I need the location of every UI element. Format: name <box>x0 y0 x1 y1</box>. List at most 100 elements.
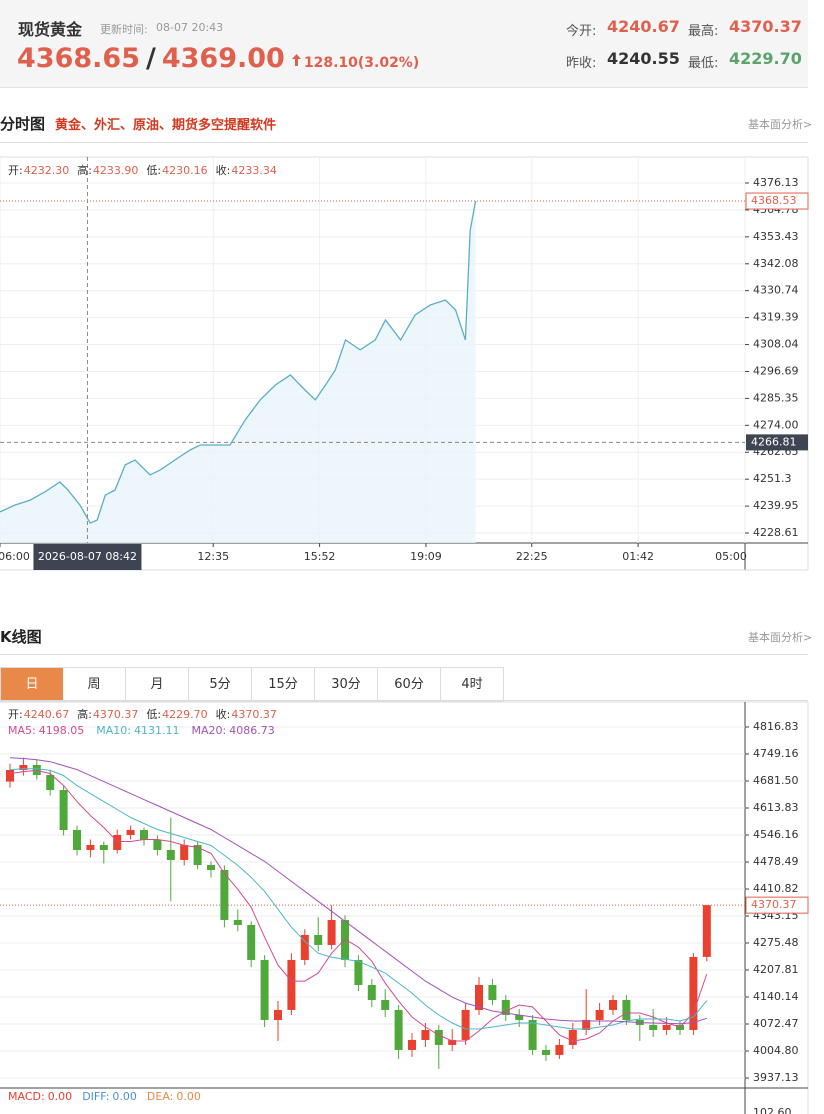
info-value: 4229.70 <box>162 708 208 721</box>
macd-value: 0.00 <box>112 1090 137 1103</box>
candle-body <box>180 845 189 861</box>
info-value: 4232.30 <box>24 164 70 177</box>
candle-body <box>46 775 55 791</box>
y-tick-label: 4296.69 <box>753 364 799 377</box>
candle-body <box>649 1024 658 1030</box>
analysis-link[interactable]: 基本面分析> <box>748 118 813 131</box>
y-tick-label: 4546.16 <box>753 828 799 841</box>
candle-body <box>300 934 309 960</box>
candle-body <box>32 765 41 776</box>
period-tab[interactable]: 30分 <box>315 667 378 702</box>
candle-body <box>341 919 349 960</box>
candle-body <box>193 845 202 865</box>
period-tab[interactable]: 4时 <box>441 667 504 702</box>
y-tick-label: 4816.83 <box>753 720 799 733</box>
info-value: 4240.67 <box>24 708 70 721</box>
y-tick-label: 4072.47 <box>753 1017 799 1030</box>
info-label: 开: <box>8 708 23 721</box>
y-tick-label: 3937.13 <box>753 1071 799 1084</box>
y-tick-label: 4613.83 <box>753 801 799 814</box>
price-row: 4368.65 / 4369.00 128.10(3.02%) <box>17 43 419 74</box>
x-tick-label: 05:00 <box>715 550 747 563</box>
candle-body <box>220 869 229 920</box>
last-price-box <box>745 896 809 914</box>
update-time: 08-07 20:43 <box>156 21 224 34</box>
candle-body <box>260 959 269 1020</box>
x-tick-label: 01:42 <box>622 550 654 563</box>
x-tick-label: 22:25 <box>516 550 548 563</box>
last-price-label: 4370.37 <box>751 898 797 911</box>
candle-body <box>461 1009 470 1040</box>
x-tick-label: 15:52 <box>304 550 336 563</box>
period-tab[interactable]: 15分 <box>252 667 315 702</box>
y-tick-label: 4285.35 <box>753 391 799 404</box>
y-tick-label: 4239.95 <box>753 499 799 512</box>
area-fill <box>0 201 476 543</box>
legend-sep: : <box>127 724 131 737</box>
crosshair-y-label: 4266.81 <box>751 435 797 448</box>
period-tab[interactable]: 5分 <box>189 667 252 702</box>
candle-body <box>126 830 135 835</box>
promo-link[interactable]: 黄金、外汇、原油、期货多空提醒软件 <box>55 118 277 133</box>
y-tick-label: 4410.82 <box>753 882 799 895</box>
candle-body <box>408 1039 416 1050</box>
macd-value: 0.00 <box>176 1090 201 1103</box>
candle-body <box>568 1029 577 1045</box>
stat-value: 4240.67 <box>607 17 680 36</box>
ask: 4369.00 <box>161 43 285 74</box>
y-tick-label: 4262.65 <box>753 445 799 458</box>
candle-body <box>314 934 323 945</box>
candle-body <box>59 790 68 831</box>
legend-sep: : <box>32 724 36 737</box>
last-price-box <box>745 192 809 210</box>
legend-name: MA5 <box>8 724 32 737</box>
candle-body <box>662 1024 671 1030</box>
y-tick-label: 4274.00 <box>753 418 799 431</box>
y-tick-label: 4228.61 <box>753 526 799 539</box>
candle-body <box>6 769 14 782</box>
candle-body <box>528 1019 537 1050</box>
macd-label: MACD: <box>8 1090 45 1103</box>
last-price-label: 4368.53 <box>751 194 797 207</box>
info-label: 收: <box>216 707 231 721</box>
y-tick-label: 4251.3 <box>753 472 792 485</box>
y-tick-label: 4319.39 <box>753 311 799 324</box>
y-tick-label: 4353.43 <box>753 230 799 243</box>
candle-body <box>475 984 483 1010</box>
analysis-link[interactable]: 基本面分析> <box>748 631 813 644</box>
ma-line <box>9 757 707 1025</box>
stat-label: 最低: <box>688 56 719 71</box>
candle-body <box>287 959 296 1010</box>
period-tab[interactable]: 60分 <box>378 667 441 702</box>
legend-value: 4131.11 <box>134 724 180 737</box>
info-value: 4370.37 <box>93 708 139 721</box>
ma-line <box>9 768 708 1030</box>
legend-value: 4086.73 <box>229 724 275 737</box>
period-tab[interactable]: 日 <box>0 667 64 702</box>
candle-body <box>702 905 711 957</box>
stat-value: 4240.55 <box>607 49 680 68</box>
bid: 4368.65 <box>17 43 140 74</box>
quote-header: 现货黄金 更新时间: 08-07 20:43 4368.65 / 4369.00… <box>0 0 808 88</box>
candle-body <box>274 1009 282 1020</box>
y-tick-label: 4330.74 <box>753 284 799 297</box>
x-tick-label: 19:09 <box>410 550 442 563</box>
y-tick-label: 4275.48 <box>753 936 799 949</box>
info-label: 高: <box>77 163 92 177</box>
candle-body <box>555 1044 564 1055</box>
candle-body <box>86 845 95 850</box>
macd-value: 0.00 <box>48 1090 73 1103</box>
section-title: K线图 <box>0 628 42 646</box>
divider <box>0 654 808 655</box>
period-tab[interactable]: 周 <box>63 667 126 702</box>
x-tick-label: 06:00 <box>0 550 30 563</box>
candle-body <box>434 1029 443 1045</box>
macd-axis-label: 102.60 <box>753 1106 792 1114</box>
period-tab[interactable]: 月 <box>126 667 189 702</box>
info-label: 收: <box>216 163 231 177</box>
separator: / <box>145 43 156 74</box>
stat-value: 4370.37 <box>729 17 802 36</box>
candle-body <box>113 834 122 850</box>
y-tick-label: 4749.16 <box>753 747 799 760</box>
